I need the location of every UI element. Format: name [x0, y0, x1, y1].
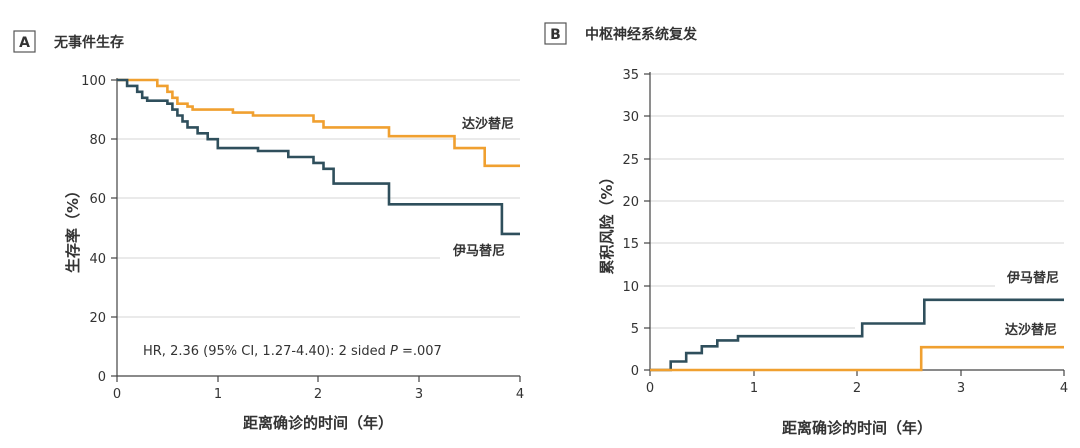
panel-b-y-tick-label-5: 5	[631, 322, 639, 337]
panel-b-series-label-imatinib: 伊马替尼	[1006, 270, 1059, 286]
panel-a-y-tick-label-20: 20	[89, 311, 106, 326]
panel-a-series-dasatinib-line	[117, 78, 520, 168]
panel-a-x-tick-label-1: 1	[214, 387, 222, 402]
panel-a-y-tick-label-80: 80	[89, 133, 106, 148]
panel-a-series-label-dasatinib: 达沙替尼	[462, 116, 514, 132]
hazard-ratio-prefix: HR, 2.36 (95% CI, 1.27-4.40): 2 sided	[143, 344, 390, 359]
panel-b-series-label-dasatinib: 达沙替尼	[1005, 322, 1057, 338]
panel-b-x-axis-title: 距离确诊的时间（年）	[782, 419, 932, 437]
panel-b: B 中枢神经系统复发 35	[544, 22, 1068, 437]
panel-a-y-tick-label-60: 60	[89, 192, 106, 207]
panel-a-y-tick-label-100: 100	[81, 74, 106, 89]
panel-b-y-axis-title: 累积风险（%）	[598, 169, 616, 274]
panel-b-title: 中枢神经系统复发	[585, 26, 698, 43]
panel-a-y-tick-label-40: 40	[89, 252, 106, 267]
panel-a-y-tick-label-0: 0	[98, 370, 106, 385]
panel-a-x-axis: 0 1 2 3 4 距离确诊的时间（年）	[113, 375, 524, 432]
panel-a: A 无事件生存 100 80 60 40 20	[13, 30, 524, 432]
panel-a-grid	[117, 79, 520, 318]
panel-b-x-tick-label-2: 2	[853, 381, 861, 396]
panel-b-y-tick-label-15: 15	[622, 237, 639, 252]
panel-b-y-axis: 35 30 25 20 15 10 5 0 累积风险（%）	[598, 68, 651, 379]
panel-a-series-imatinib-line	[117, 78, 520, 236]
panel-a-x-axis-title: 距离确诊的时间（年）	[243, 414, 393, 432]
panel-a-x-tick-label-3: 3	[415, 387, 423, 402]
panel-b-x-tick-label-1: 1	[750, 381, 758, 396]
panel-a-hazard-ratio-annotation: HR, 2.36 (95% CI, 1.27-4.40): 2 sided P …	[143, 344, 442, 359]
hazard-ratio-suffix: =.007	[398, 344, 442, 359]
panel-b-y-tick-label-20: 20	[622, 195, 639, 210]
panel-b-letter: B	[550, 27, 561, 43]
panel-b-grid	[650, 73, 1064, 329]
panel-b-y-tick-label-30: 30	[622, 110, 639, 125]
panel-a-series-label-imatinib: 伊马替尼	[452, 243, 505, 259]
panel-b-x-tick-label-0: 0	[646, 381, 654, 396]
panel-a-title: 无事件生存	[53, 34, 124, 51]
panel-b-letter-box	[544, 22, 567, 45]
panel-a-x-tick-label-0: 0	[113, 387, 121, 402]
panel-b-x-tick-label-3: 3	[957, 381, 965, 396]
panel-b-series-imatinib-line	[650, 298, 1064, 372]
panel-b-y-tick-label-0: 0	[631, 364, 639, 379]
panel-b-y-tick-label-25: 25	[622, 153, 639, 168]
panel-a-x-tick-label-4: 4	[516, 387, 524, 402]
panel-a-letter-box	[13, 30, 36, 53]
panel-a-x-tick-label-2: 2	[314, 387, 322, 402]
panel-a-y-axis: 100 80 60 40 20 0 生存率（%）	[64, 74, 118, 385]
panel-b-x-tick-label-4: 4	[1060, 381, 1068, 396]
panel-a-y-axis-title: 生存率（%）	[64, 183, 82, 273]
panel-a-letter: A	[19, 35, 30, 51]
panel-b-y-tick-label-35: 35	[622, 68, 639, 83]
panel-b-y-tick-label-10: 10	[622, 280, 639, 295]
panel-b-x-axis: 0 1 2 3 4 距离确诊的时间（年）	[646, 369, 1068, 437]
panel-b-series-dasatinib-line	[650, 345, 1064, 372]
hazard-ratio-p-symbol: P	[390, 344, 398, 359]
